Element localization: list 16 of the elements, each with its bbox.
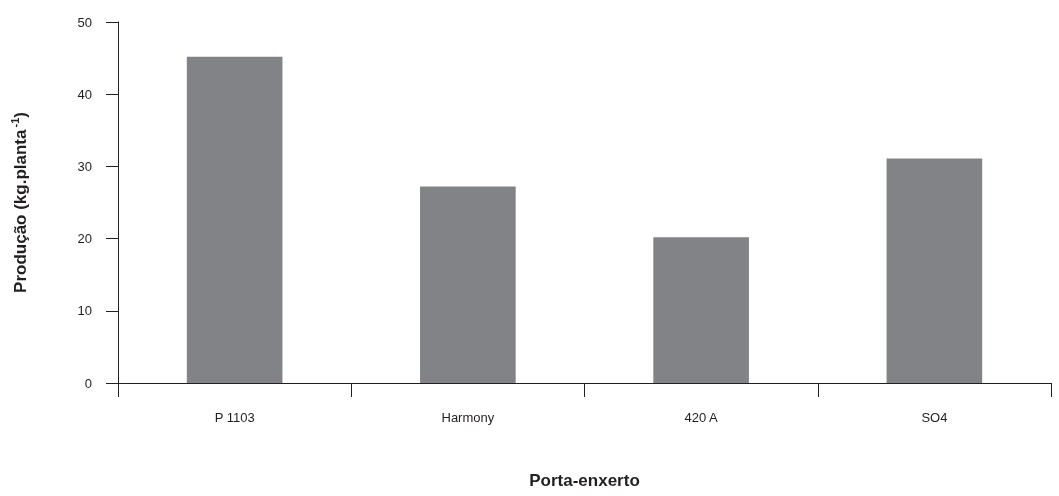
y-tick-label: 20 [77, 231, 92, 247]
x-tick-label: Harmony [441, 410, 495, 425]
bar [420, 186, 516, 383]
y-tick-label: 30 [77, 158, 92, 174]
x-tick-label: P 1103 [214, 410, 255, 425]
y-tick-label: 10 [77, 303, 92, 319]
bar [186, 56, 283, 383]
y-tick-label: 50 [77, 14, 92, 30]
y-axis-title: Produção (kg.planta-1) [8, 112, 30, 293]
x-axis-title: Porta-enxerto [529, 471, 640, 490]
y-tick-label: 40 [77, 86, 92, 102]
y-tick-label: 0 [84, 375, 92, 391]
bar [886, 158, 983, 383]
x-tick-label: 420 A [684, 410, 719, 425]
x-tick-label: SO4 [921, 410, 948, 425]
bar [653, 237, 749, 383]
